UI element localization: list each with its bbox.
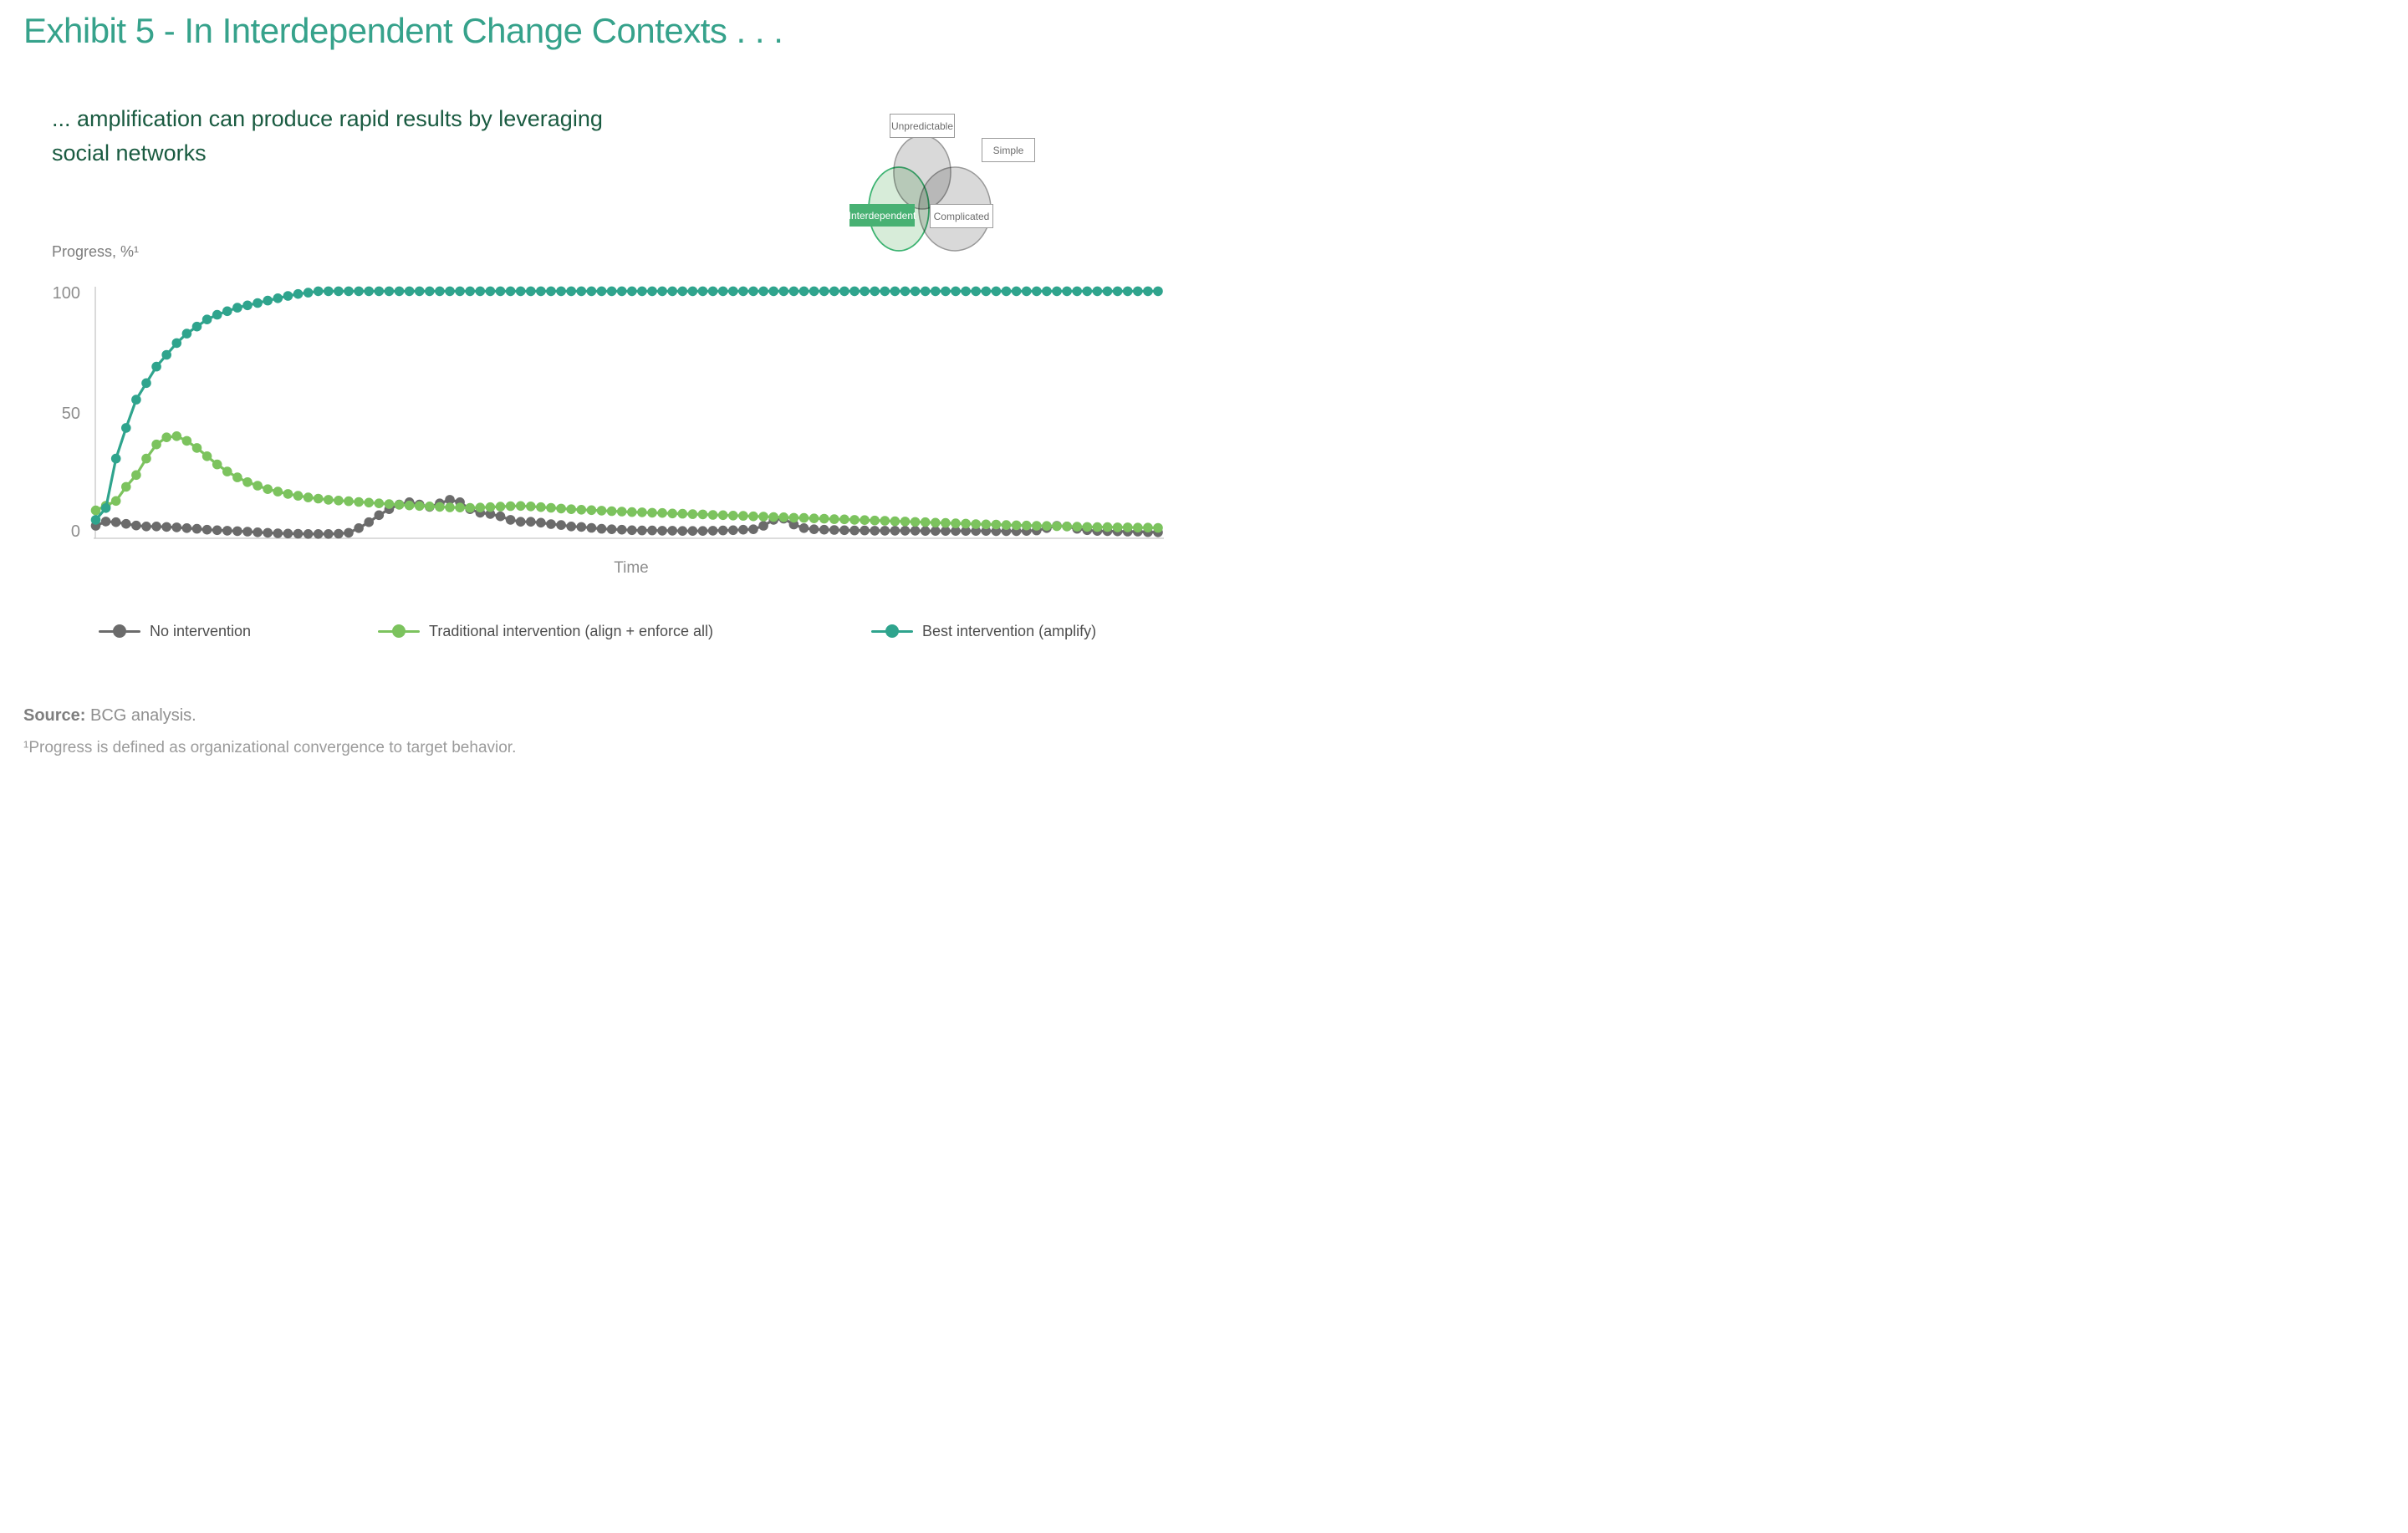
legend-marker-green [378, 622, 420, 640]
subtitle-line-2: social networks [52, 140, 207, 166]
legend-item-best-intervention: Best intervention (amplify) [871, 622, 1096, 640]
series-1 [90, 431, 1163, 533]
legend-label: No intervention [150, 622, 252, 639]
legend-item-no-intervention: No intervention [99, 622, 251, 640]
y-tick-0: 0 [70, 522, 80, 541]
venn-label-simple: Simple [982, 138, 1035, 162]
y-axis-title: Progress, %¹ [52, 243, 140, 260]
legend-item-traditional-intervention: Traditional intervention (align + enforc… [378, 622, 713, 640]
venn-circles [868, 135, 992, 252]
venn-label-unpredictable: Unpredictable [890, 114, 955, 138]
chart-subtitle: ... amplification can produce rapid resu… [52, 102, 603, 170]
y-tick-50: 50 [61, 405, 80, 423]
footnote: ¹Progress is defined as organizational c… [23, 739, 517, 756]
legend-label: Traditional intervention (align + enforc… [429, 622, 714, 639]
legend-label: Best intervention (amplify) [922, 622, 1097, 639]
subtitle-line-1: ... amplification can produce rapid resu… [52, 106, 603, 131]
source-text: BCG analysis. [85, 706, 196, 725]
context-venn-diagram: Unpredictable Simple Interdependent Comp… [840, 109, 1049, 263]
legend-marker-gray [99, 622, 140, 640]
page-title: Exhibit 5 - In Interdependent Change Con… [23, 11, 783, 50]
x-axis-title: Time [614, 559, 649, 577]
source-note: Source: BCG analysis. [23, 706, 196, 726]
y-tick-100: 100 [52, 284, 80, 303]
venn-label-complicated: Complicated [930, 204, 993, 228]
progress-line-chart [90, 286, 1164, 539]
series-2 [90, 286, 1163, 525]
source-label: Source: [23, 706, 86, 725]
series-0 [90, 495, 1163, 539]
legend-marker-teal [871, 622, 913, 640]
venn-label-interdependent: Interdependent [849, 204, 916, 227]
